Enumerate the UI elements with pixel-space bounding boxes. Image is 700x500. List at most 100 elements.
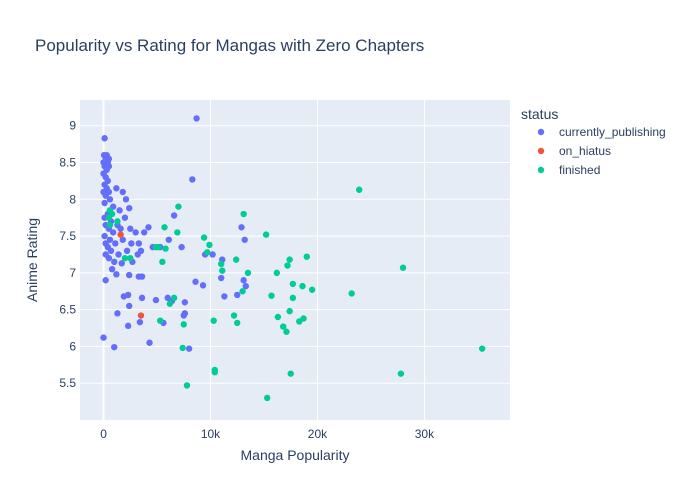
data-point-currently-publishing[interactable] [101, 199, 108, 207]
data-point-finished[interactable] [183, 382, 191, 389]
data-point-finished[interactable] [240, 210, 247, 218]
data-point-currently-publishing[interactable] [241, 236, 248, 243]
data-point-currently-publishing[interactable] [209, 251, 216, 258]
data-point-currently-publishing[interactable] [217, 274, 225, 282]
data-point-finished[interactable] [166, 300, 174, 307]
data-point-finished[interactable] [287, 370, 294, 377]
data-point-finished[interactable] [355, 186, 363, 193]
data-point-currently-publishing[interactable] [100, 334, 107, 341]
data-point-currently-publishing[interactable] [165, 236, 172, 243]
data-point-on-hiatus[interactable] [137, 312, 145, 319]
data-point-finished[interactable] [232, 256, 240, 263]
data-point-finished[interactable] [175, 203, 182, 210]
data-point-currently-publishing[interactable] [242, 282, 249, 290]
data-point-currently-publishing[interactable] [106, 196, 114, 203]
data-point-currently-publishing[interactable] [102, 192, 109, 199]
data-point-finished[interactable] [230, 312, 238, 319]
data-point-finished[interactable] [127, 254, 134, 262]
data-point-finished[interactable] [239, 288, 246, 295]
data-point-currently-publishing[interactable] [138, 294, 146, 302]
data-point-finished[interactable] [159, 258, 166, 266]
data-point-currently-publishing[interactable] [234, 291, 241, 299]
data-point-currently-publishing[interactable] [116, 207, 123, 214]
data-point-finished[interactable] [399, 264, 407, 271]
data-point-currently-publishing[interactable] [192, 278, 199, 285]
data-point-finished[interactable] [289, 280, 297, 288]
data-point-currently-publishing[interactable] [189, 176, 196, 183]
data-point-currently-publishing[interactable] [180, 312, 187, 319]
data-point-currently-publishing[interactable] [111, 343, 118, 351]
data-point-currently-publishing[interactable] [132, 229, 139, 236]
data-point-finished[interactable] [154, 243, 162, 251]
data-point-finished[interactable] [105, 214, 113, 221]
data-point-finished[interactable] [180, 321, 187, 328]
data-point-currently-publishing[interactable] [119, 236, 126, 243]
data-point-currently-publishing[interactable] [109, 229, 117, 236]
data-point-finished[interactable] [106, 221, 114, 229]
data-point-currently-publishing[interactable] [117, 225, 124, 232]
data-point-currently-publishing[interactable] [106, 236, 114, 243]
data-point-finished[interactable] [162, 245, 169, 252]
data-point-currently-publishing[interactable] [199, 282, 207, 289]
data-point-finished[interactable] [286, 307, 293, 315]
data-point-currently-publishing[interactable] [128, 240, 135, 247]
data-point-finished[interactable] [280, 323, 287, 330]
data-point-currently-publishing[interactable] [193, 115, 200, 122]
data-point-currently-publishing[interactable] [126, 302, 133, 310]
data-point-currently-publishing[interactable] [124, 322, 132, 330]
data-point-finished[interactable] [121, 254, 129, 262]
data-point-finished[interactable] [204, 249, 211, 256]
data-point-currently-publishing[interactable] [113, 271, 120, 278]
legend-item-on-hiatus[interactable]: on_hiatus [537, 144, 611, 158]
data-point-finished[interactable] [263, 394, 271, 402]
data-point-currently-publishing[interactable] [221, 293, 228, 300]
data-point-currently-publishing[interactable] [101, 135, 108, 142]
data-point-finished[interactable] [284, 262, 291, 269]
data-point-currently-publishing[interactable] [178, 243, 185, 251]
legend-item-finished[interactable]: finished [537, 163, 601, 177]
data-point-currently-publishing[interactable] [185, 345, 193, 352]
data-point-currently-publishing[interactable] [114, 310, 121, 317]
data-point-finished[interactable] [157, 317, 164, 324]
data-point-finished[interactable] [299, 282, 306, 290]
data-point-currently-publishing[interactable] [101, 232, 108, 240]
data-point-currently-publishing[interactable] [126, 271, 133, 279]
data-point-finished[interactable] [234, 319, 241, 327]
data-point-finished[interactable] [200, 234, 208, 241]
data-point-currently-publishing[interactable] [152, 296, 160, 304]
data-point-finished[interactable] [114, 218, 121, 225]
data-point-finished[interactable] [268, 292, 275, 299]
data-point-currently-publishing[interactable] [140, 229, 148, 236]
data-point-currently-publishing[interactable] [119, 188, 126, 196]
data-point-finished[interactable] [170, 294, 178, 302]
data-point-finished[interactable] [211, 368, 218, 376]
data-point-currently-publishing[interactable] [107, 247, 115, 255]
data-point-finished[interactable] [289, 294, 297, 302]
data-point-currently-publishing[interactable] [105, 254, 113, 262]
data-point-currently-publishing[interactable] [136, 318, 144, 326]
data-point-currently-publishing[interactable] [108, 265, 116, 273]
data-point-currently-publishing[interactable] [170, 212, 178, 219]
data-point-currently-publishing[interactable] [112, 240, 119, 247]
data-point-finished[interactable] [179, 344, 186, 352]
data-point-finished[interactable] [244, 269, 252, 277]
data-point-currently-publishing[interactable] [113, 185, 120, 192]
data-point-finished[interactable] [174, 229, 181, 236]
data-point-currently-publishing[interactable] [135, 240, 143, 247]
data-point-finished[interactable] [217, 260, 225, 268]
data-point-currently-publishing[interactable] [122, 196, 130, 203]
data-point-finished[interactable] [210, 317, 217, 324]
data-point-currently-publishing[interactable] [105, 163, 113, 170]
data-point-finished[interactable] [283, 328, 290, 335]
data-point-finished[interactable] [219, 267, 226, 274]
data-point-finished[interactable] [300, 315, 307, 322]
data-point-finished[interactable] [206, 241, 213, 249]
data-point-finished[interactable] [273, 269, 281, 277]
data-point-currently-publishing[interactable] [102, 277, 109, 284]
legend-item-currently-publishing[interactable]: currently_publishing [537, 125, 666, 139]
data-point-finished[interactable] [308, 286, 316, 293]
data-point-currently-publishing[interactable] [138, 273, 146, 280]
data-point-finished[interactable] [262, 231, 270, 238]
data-point-currently-publishing[interactable] [111, 258, 118, 266]
plot-area[interactable] [80, 100, 510, 420]
